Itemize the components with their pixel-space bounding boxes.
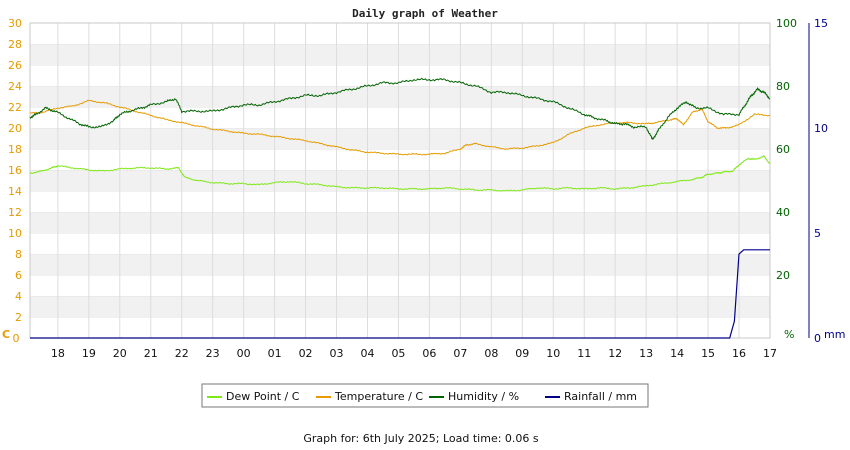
x-tick-label: 08	[484, 347, 498, 360]
rainfall-tick-label: 0	[814, 332, 821, 345]
x-tick-label: 07	[453, 347, 467, 360]
legend-box	[201, 383, 649, 408]
left-tick-label: 22	[8, 101, 22, 114]
left-tick-label: 12	[8, 206, 22, 219]
x-tick-label: 03	[330, 347, 344, 360]
left-tick-label: 14	[8, 185, 22, 198]
vertical-gridlines	[57, 23, 771, 338]
plot-band	[30, 254, 770, 275]
plot-band	[30, 233, 770, 254]
plot-band	[30, 107, 770, 128]
left-tick-label: 26	[8, 59, 22, 72]
humidity-tick-label: 80	[776, 80, 790, 93]
humidity-tick-label: 60	[776, 143, 790, 156]
x-tick-label: 19	[82, 347, 96, 360]
rainfall-axis-ticks: 0 5 10 15	[814, 17, 828, 345]
plot-band	[30, 65, 770, 86]
x-tick-label: 09	[515, 347, 529, 360]
x-tick-label: 11	[577, 347, 591, 360]
plot-band	[30, 212, 770, 233]
rainfall-tick-label: 15	[814, 17, 828, 30]
left-tick-label: 30	[8, 17, 22, 30]
legend-label: Temperature / C	[334, 390, 423, 403]
humidity-axis-unit: %	[784, 328, 794, 341]
left-tick-label: 16	[8, 164, 22, 177]
legend-label: Humidity / %	[448, 390, 519, 403]
x-tick-label: 20	[113, 347, 127, 360]
left-tick-label: 8	[15, 248, 22, 261]
legend-label: Rainfall / mm	[564, 390, 637, 403]
legend-label: Dew Point / C	[226, 390, 300, 403]
plot-band	[30, 275, 770, 296]
series-line-rainfall	[30, 249, 770, 339]
x-tick-label: 23	[206, 347, 220, 360]
plot-band	[30, 191, 770, 212]
plot-bands	[30, 22, 770, 338]
x-tick-label: 10	[546, 347, 560, 360]
series-line-humidity	[29, 77, 771, 140]
rainfall-tick-label: 5	[814, 227, 821, 240]
rainfall-tick-label: 10	[814, 122, 828, 135]
humidity-tick-label: 100	[776, 17, 797, 30]
x-tick-label: 17	[763, 347, 777, 360]
x-tick-label: 12	[608, 347, 622, 360]
x-tick-label: 14	[670, 347, 684, 360]
left-tick-label: 28	[8, 38, 22, 51]
plot-band	[30, 86, 770, 107]
plot-band	[30, 149, 770, 170]
series-line-dew	[29, 154, 771, 192]
x-tick-label: 04	[360, 347, 374, 360]
x-tick-label: 05	[391, 347, 405, 360]
plot-band	[30, 296, 770, 317]
x-axis-ticks: 18 19 20 21 22 23 00 01 02 03 04 05 06 07 08 09 10 11 12 13…	[51, 347, 777, 360]
left-tick-label: 20	[8, 122, 22, 135]
left-tick-label: 6	[15, 269, 22, 282]
x-tick-label: 21	[144, 347, 158, 360]
plot-band	[30, 128, 770, 149]
x-tick-label: 13	[639, 347, 653, 360]
plot-band	[30, 44, 770, 65]
left-tick-label: 10	[8, 227, 22, 240]
humidity-axis-ticks: 20 40 60 80 100	[776, 17, 797, 282]
legend: Dew Point / C Temperature / C Humidity / %…	[201, 383, 649, 408]
plot-band	[30, 317, 770, 338]
series-line-temperature	[30, 99, 771, 156]
left-tick-label: 4	[15, 290, 22, 303]
x-tick-label: 15	[701, 347, 715, 360]
left-tick-label: 2	[15, 311, 22, 324]
x-tick-label: 22	[175, 347, 189, 360]
plot-band	[30, 23, 770, 44]
left-tick-label: 18	[8, 143, 22, 156]
x-tick-label: 18	[51, 347, 65, 360]
left-tick-label: 0	[13, 332, 20, 345]
left-tick-label: 24	[8, 80, 22, 93]
chart-title: Daily graph of Weather	[352, 7, 498, 20]
footer-text: Graph for: 6th July 2025; Load time: 0.0…	[303, 432, 539, 445]
plot-band	[30, 170, 770, 191]
humidity-tick-label: 20	[776, 269, 790, 282]
left-axis-unit: C	[2, 328, 10, 341]
x-tick-label: 16	[732, 347, 746, 360]
humidity-tick-label: 40	[776, 206, 790, 219]
series-layer	[29, 77, 771, 339]
x-tick-label: 02	[299, 347, 313, 360]
rainfall-axis-unit: mm	[824, 328, 845, 341]
x-tick-label: 01	[268, 347, 282, 360]
x-tick-label: 06	[422, 347, 436, 360]
x-tick-label: 00	[237, 347, 251, 360]
